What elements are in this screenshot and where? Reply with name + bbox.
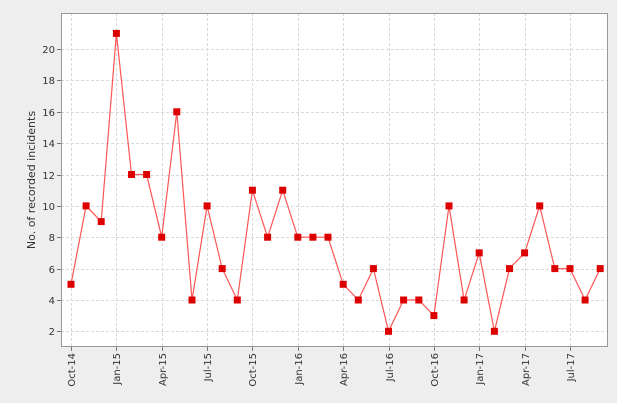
data-point-2015-10 [248,186,256,194]
data-point-2016-01 [294,233,302,241]
data-point-2015-09 [233,296,241,304]
y-tick-label: 8 [49,233,55,244]
x-tick-label: Jan-17 [475,353,486,386]
data-point-2015-04 [158,233,166,241]
data-point-2014-12 [97,218,105,226]
data-point-2015-06 [188,296,196,304]
x-tick-label: Jul-17 [566,353,577,382]
y-tick-label: 20 [42,45,55,56]
data-point-2017-05 [536,202,544,210]
x-tick-label: Jul-15 [203,353,214,382]
data-point-2017-09 [596,265,604,273]
data-point-2016-10 [430,312,438,320]
x-tick-label: Oct-14 [67,353,78,387]
data-point-2017-07 [566,265,574,273]
x-tick-label: Jul-16 [385,353,396,382]
x-axis-tick-labels: Oct-14 Jan-15 Apr-15 Jul-15 Oct-15 Jan-16 Apr-… [67,347,577,387]
data-point-2014-10 [67,280,75,288]
data-point-2016-02 [309,233,317,241]
data-point-2016-09 [415,296,423,304]
data-point-2017-04 [521,249,529,257]
x-tick-label: Oct-15 [248,353,259,387]
data-point-2016-07 [385,327,392,335]
x-tick-label: Jan-16 [294,353,305,386]
data-point-2015-03 [143,171,151,178]
plot-area [61,13,608,347]
x-tick-label: Apr-15 [158,353,169,386]
data-point-2016-04 [339,280,347,288]
data-point-2015-05 [173,108,181,116]
y-tick-label: 14 [42,139,55,150]
data-point-2016-03 [324,233,332,241]
x-tick-label: Oct-16 [430,353,441,387]
y-tick-label: 2 [49,327,55,338]
data-point-2016-11 [445,202,453,210]
series-markers [67,29,604,335]
x-tick-label: Jan-15 [112,353,123,386]
x-tick-label: Apr-17 [521,353,532,386]
data-point-2015-08 [218,265,226,273]
y-tick-label: 12 [42,171,55,182]
plot-frame [61,13,608,347]
data-point-2017-03 [506,265,513,273]
y-axis-title: No. of recorded incidents [25,111,38,249]
data-point-2017-01 [475,249,483,257]
y-tick-label: 6 [49,265,55,276]
data-point-2015-07 [203,202,211,210]
data-point-2017-06 [551,265,559,273]
data-point-2015-02 [128,171,135,178]
grid-lines [61,13,608,347]
data-point-2016-05 [354,296,362,304]
y-tick-label: 10 [42,202,55,213]
data-point-2017-08 [581,296,589,304]
data-point-2015-12 [279,186,287,194]
y-tick-label: 16 [42,108,55,119]
data-point-2015-01 [112,29,120,37]
data-point-2016-08 [400,296,408,304]
data-point-2016-12 [460,296,468,304]
data-point-2015-11 [264,233,272,241]
y-axis-tick-labels: 2 4 6 8 10 12 14 16 18 20 [42,45,61,338]
y-tick-label: 18 [42,76,55,87]
data-point-2016-06 [369,265,377,273]
x-tick-label: Apr-16 [339,353,350,386]
y-tick-label: 4 [49,296,55,307]
data-point-2014-11 [82,202,90,210]
data-point-2017-02 [490,327,498,335]
